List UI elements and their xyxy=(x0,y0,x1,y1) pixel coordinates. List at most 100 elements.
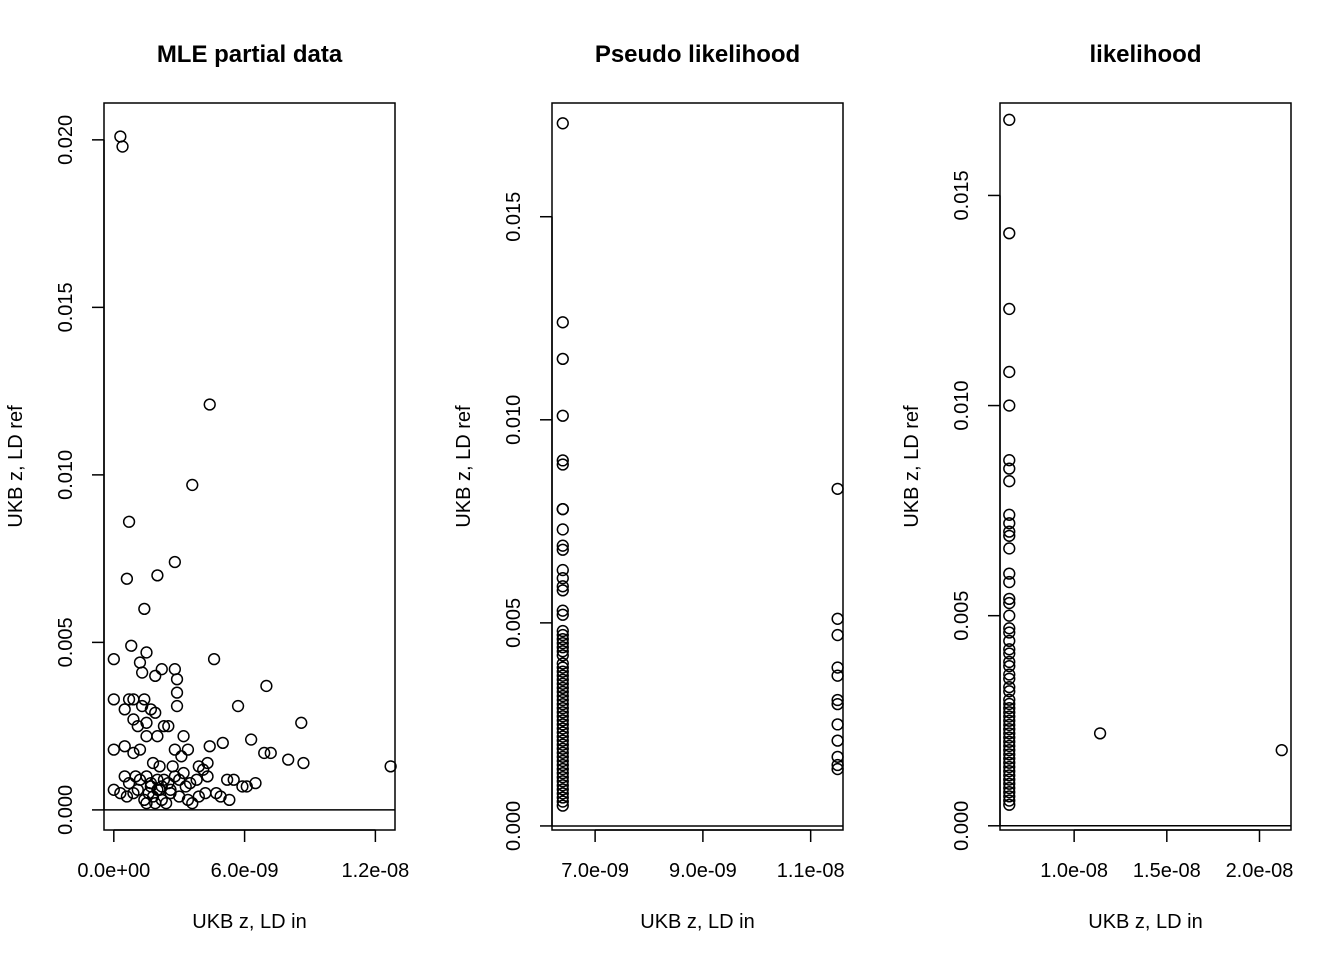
x-tick-label: 0.0e+00 xyxy=(77,860,150,882)
data-point xyxy=(181,743,195,756)
data-point xyxy=(556,657,569,670)
data-point xyxy=(140,797,153,810)
y-tick-label: 0.000 xyxy=(55,785,77,835)
y-tick-label: 0.010 xyxy=(503,395,525,445)
panel-title: likelihood xyxy=(1089,41,1201,68)
data-point xyxy=(556,352,569,366)
data-point xyxy=(203,398,216,411)
data-point xyxy=(231,699,245,713)
data-point xyxy=(1003,680,1016,694)
x-axis-label: UKB z, LD in xyxy=(640,911,754,933)
data-point xyxy=(249,776,262,790)
data-point xyxy=(114,130,127,143)
data-point xyxy=(556,608,569,621)
data-point xyxy=(1003,462,1016,475)
data-point xyxy=(1003,731,1016,744)
data-point xyxy=(175,750,188,763)
data-point xyxy=(1003,794,1016,807)
data-point xyxy=(556,766,569,780)
data-point xyxy=(151,569,164,582)
data-point xyxy=(1003,744,1016,757)
data-point xyxy=(1003,697,1016,711)
data-point xyxy=(556,779,569,792)
data-point xyxy=(556,563,569,577)
data-point xyxy=(260,679,273,693)
x-axis-label: UKB z, LD in xyxy=(1088,911,1202,933)
data-point xyxy=(1003,765,1016,778)
data-point xyxy=(1003,685,1016,698)
data-point xyxy=(1003,508,1016,521)
y-tick-label: 0.005 xyxy=(951,591,973,641)
y-tick-label: 0.010 xyxy=(55,450,77,500)
data-point xyxy=(170,699,184,713)
data-point xyxy=(556,771,569,784)
data-point xyxy=(297,756,310,770)
data-point xyxy=(149,706,162,719)
data-point xyxy=(556,502,569,516)
data-point xyxy=(138,602,151,616)
y-tick-label: 0.015 xyxy=(951,170,973,220)
data-point xyxy=(179,780,192,793)
data-point xyxy=(203,740,216,753)
data-point xyxy=(170,686,184,699)
data-point xyxy=(1003,227,1016,240)
data-point xyxy=(1003,622,1016,635)
data-point xyxy=(168,743,181,756)
data-point xyxy=(556,409,569,422)
data-point xyxy=(1003,798,1016,811)
data-point xyxy=(173,773,186,786)
data-point xyxy=(831,628,844,642)
scatter-points xyxy=(1003,113,1288,811)
x-tick-label: 1.5e-08 xyxy=(1133,860,1201,882)
data-point xyxy=(1003,790,1016,803)
data-point xyxy=(168,555,181,569)
data-point xyxy=(157,773,171,786)
y-axis-label: UKB z, LD ref xyxy=(5,405,27,528)
data-point xyxy=(1003,668,1016,681)
data-point xyxy=(831,718,844,731)
y-axis: 0.000 0.005 0.010 0.015 xyxy=(951,170,1001,851)
data-point xyxy=(1003,706,1016,719)
data-point xyxy=(114,786,127,800)
data-point xyxy=(1003,756,1016,769)
y-axis-label: UKB z, LD ref xyxy=(901,405,923,528)
data-point xyxy=(1003,113,1016,126)
x-tick-label: 7.0e-09 xyxy=(561,860,629,882)
data-point xyxy=(556,669,569,682)
data-point xyxy=(140,646,153,659)
data-point xyxy=(1003,634,1016,648)
data-point xyxy=(120,572,134,585)
data-point xyxy=(556,706,569,719)
data-point xyxy=(1003,714,1016,727)
data-point xyxy=(227,773,240,786)
data-point xyxy=(107,783,120,796)
data-point xyxy=(556,645,569,658)
x-tick-label: 1.0e-08 xyxy=(1040,860,1108,882)
scatter-points xyxy=(556,117,844,812)
data-point xyxy=(1003,739,1016,753)
data-point xyxy=(1003,626,1016,639)
data-point xyxy=(556,734,569,747)
data-point xyxy=(146,756,160,770)
y-tick-label: 0.000 xyxy=(503,801,525,851)
data-point xyxy=(556,539,569,552)
data-point xyxy=(556,117,569,130)
data-point xyxy=(556,783,569,796)
data-point xyxy=(831,669,844,682)
data-point xyxy=(1003,596,1016,610)
y-tick-label: 0.015 xyxy=(503,192,525,242)
data-point xyxy=(186,797,199,810)
data-point xyxy=(125,639,138,652)
x-axis: 1.0e-08 1.5e-08 2.0e-08 xyxy=(1040,829,1293,882)
plot-frame xyxy=(551,102,844,831)
data-point xyxy=(170,673,184,686)
data-point xyxy=(1003,365,1016,379)
data-point xyxy=(831,482,844,495)
data-point xyxy=(236,780,249,793)
x-axis: 0.0e+00 6.0e-09 1.2e-08 xyxy=(77,829,409,882)
data-point xyxy=(556,677,569,690)
data-point xyxy=(556,316,569,329)
data-point xyxy=(1003,454,1016,467)
data-point xyxy=(556,726,569,739)
